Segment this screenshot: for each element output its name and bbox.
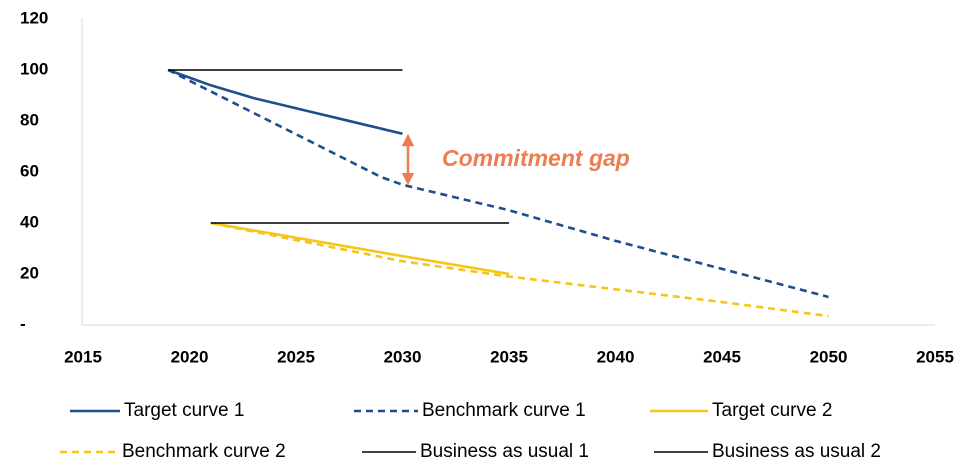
y-tick-label: 60 [20, 161, 39, 180]
x-tick-label: 2015 [64, 347, 102, 366]
series-line [210, 221, 829, 318]
y-tick-label: 120 [20, 8, 48, 27]
legend-label: Target curve 2 [712, 400, 832, 421]
x-tick-label: 2025 [277, 347, 315, 366]
x-tick-label: 2055 [916, 347, 954, 366]
y-tick-label: 80 [20, 110, 39, 129]
x-tick-label: 2030 [384, 347, 422, 366]
x-tick-label: 2050 [810, 347, 848, 366]
series-line [167, 68, 403, 136]
annotation: Commitment gap [442, 145, 630, 171]
legend-label: Business as usual 2 [712, 441, 881, 462]
x-tick-label: 2035 [490, 347, 528, 366]
x-tick-label: 2020 [171, 347, 209, 366]
legend-label: Benchmark curve 2 [122, 441, 286, 462]
legend-label: Benchmark curve 1 [422, 400, 586, 421]
y-tick-label: 100 [20, 59, 48, 78]
x-tick-label: 2040 [597, 347, 635, 366]
y-tick-label: - [20, 314, 26, 333]
series-line [167, 68, 829, 299]
legend-label: Business as usual 1 [420, 441, 589, 462]
series-line [210, 221, 510, 276]
y-tick-label: 20 [20, 263, 39, 282]
y-tick-label: 40 [20, 212, 39, 231]
x-tick-label: 2045 [703, 347, 741, 366]
legend-label: Target curve 1 [124, 400, 244, 421]
